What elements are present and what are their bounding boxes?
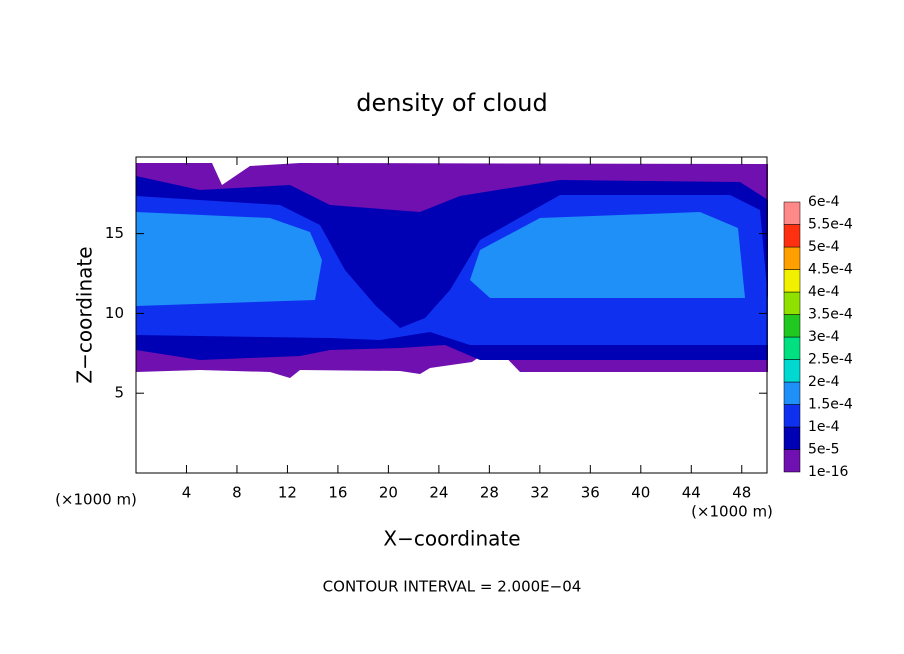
y-axis-label: Z−coordinate	[73, 246, 97, 383]
colorbar-label: 4e-4	[808, 284, 840, 300]
chart-title: density of cloud	[356, 89, 547, 117]
colorbar-box	[783, 449, 801, 473]
x-tick-label: 24	[429, 484, 448, 502]
x-axis-label: X−coordinate	[383, 527, 520, 551]
colorbar-label: 5.5e-4	[808, 217, 853, 233]
contour-field	[136, 163, 768, 378]
x-tick-label: 48	[732, 484, 751, 502]
x-tick-label: 8	[232, 484, 242, 502]
x-unit: (×1000 m)	[691, 503, 773, 521]
x-tick-label: 36	[581, 484, 600, 502]
colorbar-label: 3.5e-4	[808, 307, 853, 323]
x-tick-label: 28	[480, 484, 499, 502]
contour-interval: CONTOUR INTERVAL = 2.000E−04	[323, 578, 582, 596]
y-tick-label: 15	[105, 224, 124, 242]
colorbar-label: 5e-4	[808, 239, 840, 255]
colorbar-label: 5e-5	[808, 442, 839, 458]
colorbar-box	[783, 381, 801, 405]
colorbar-box	[783, 336, 801, 360]
colorbar-box	[783, 224, 801, 248]
contour-fill	[136, 212, 322, 306]
colorbar-label: 2.5e-4	[808, 352, 853, 368]
colorbar-box	[783, 426, 801, 450]
x-tick-label: 32	[530, 484, 549, 502]
x-tick-label: 4	[182, 484, 192, 502]
x-tick-label: 40	[631, 484, 650, 502]
colorbar-box	[783, 246, 801, 270]
colorbar-label: 1.5e-4	[808, 397, 853, 413]
colorbar-label: 2e-4	[808, 374, 840, 390]
x-tick-label: 16	[328, 484, 347, 502]
colorbar-label: 3e-4	[808, 329, 840, 345]
contour-fill	[470, 212, 745, 298]
y-unit: (×1000 m)	[55, 491, 137, 509]
x-tick-label: 44	[682, 484, 701, 502]
y-tick-label: 5	[114, 384, 124, 402]
colorbar-label: 1e-4	[808, 419, 840, 435]
plot-frame	[135, 156, 768, 474]
colorbar-box	[783, 359, 801, 383]
x-tick-label: 20	[379, 484, 398, 502]
x-tick-label: 12	[278, 484, 297, 502]
colorbar-box	[783, 404, 801, 428]
colorbar-box	[783, 269, 801, 293]
y-tick-label: 10	[105, 304, 124, 322]
colorbar-box	[783, 201, 801, 225]
colorbar-label: 4.5e-4	[808, 262, 853, 278]
colorbar-label: 1e-16	[808, 464, 848, 480]
colorbar-label: 6e-4	[808, 194, 840, 210]
colorbar-box	[783, 314, 801, 338]
colorbar-box	[783, 291, 801, 315]
